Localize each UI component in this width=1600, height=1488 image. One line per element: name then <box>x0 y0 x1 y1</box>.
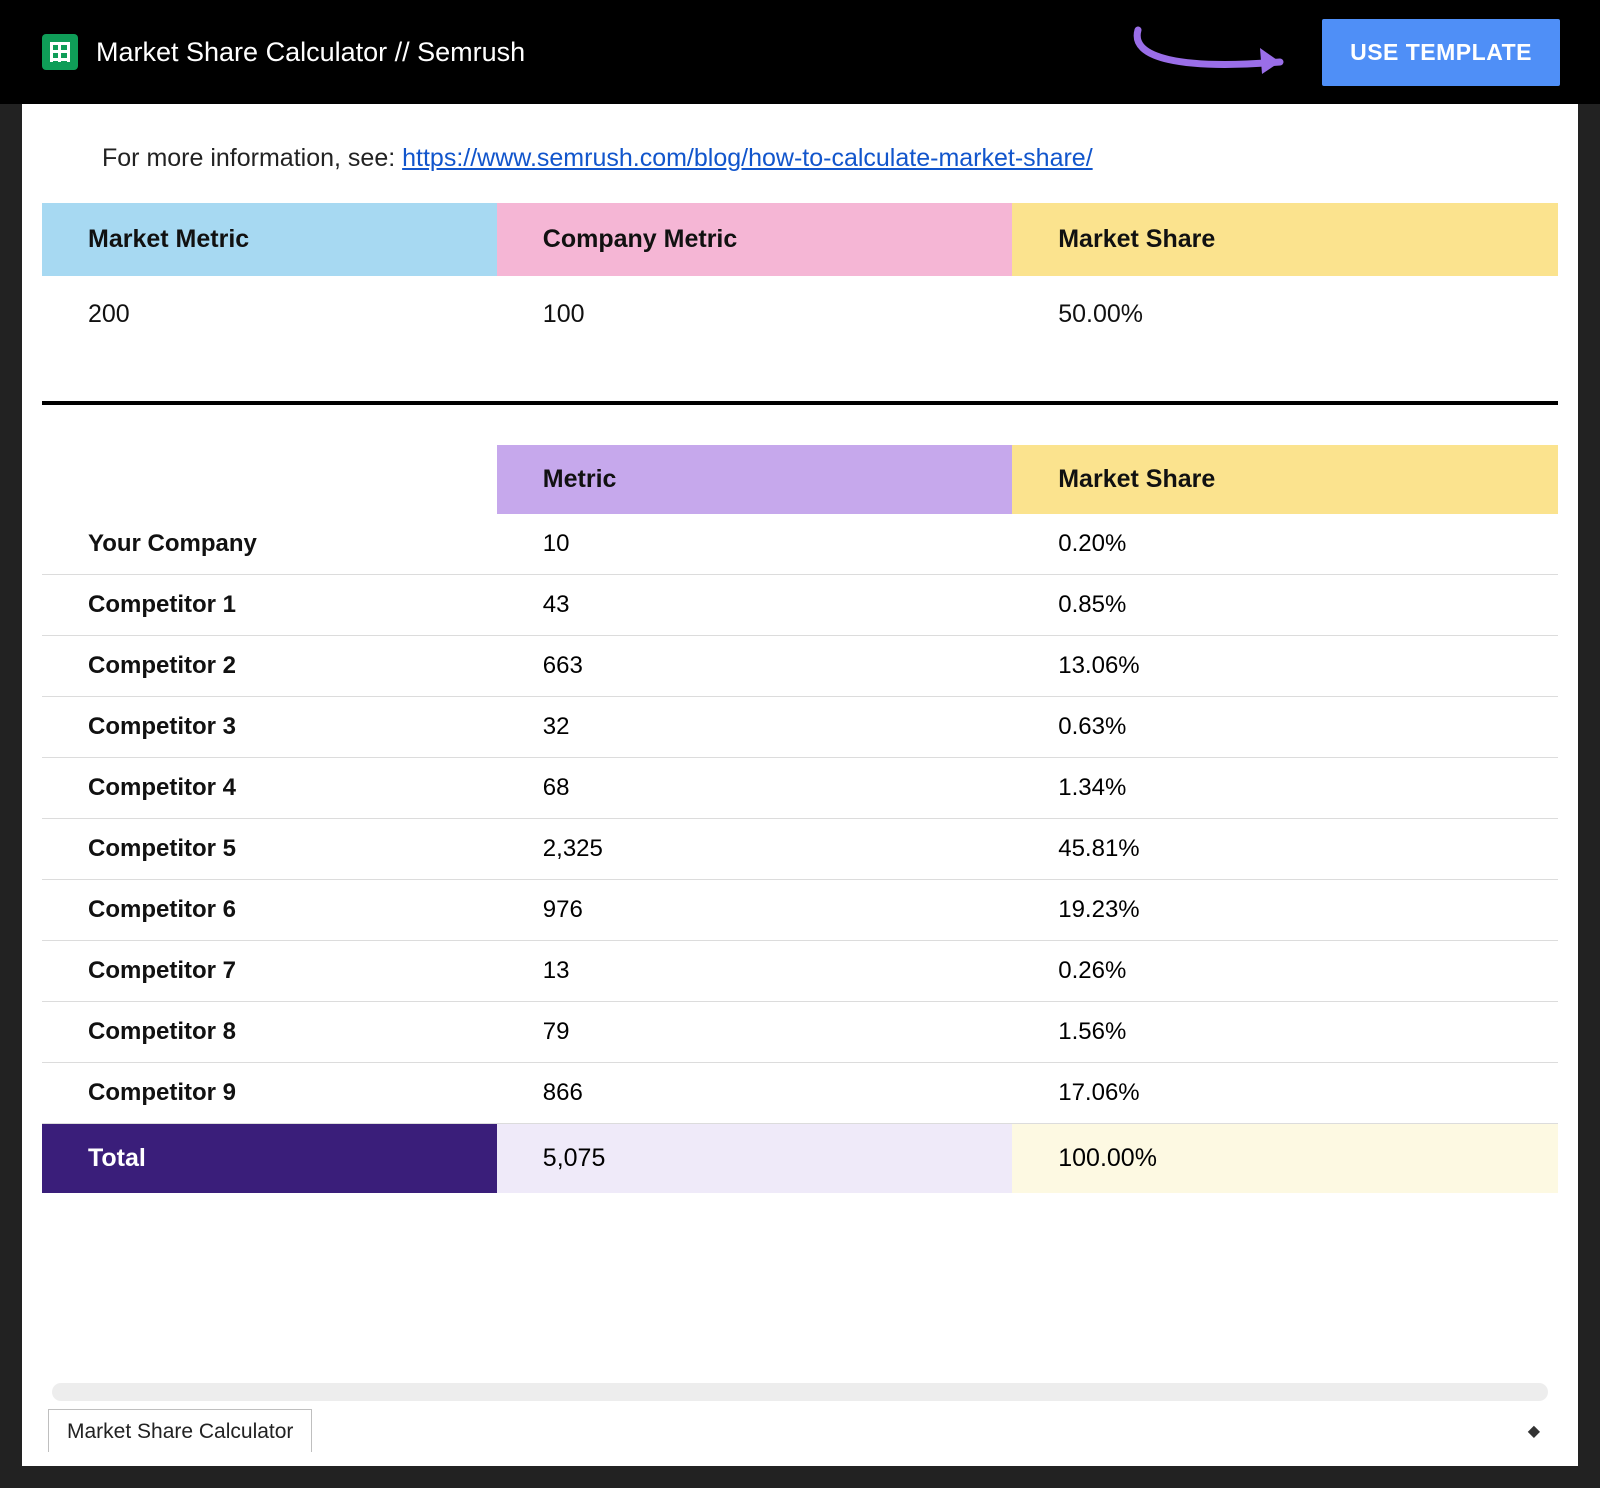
comp-header-row: Metric Market Share <box>42 445 1558 514</box>
bottom-bar: Market Share Calculator ◆ <box>42 1409 1558 1458</box>
row-metric[interactable]: 10 <box>497 514 1012 575</box>
cell-share[interactable]: 50.00% <box>1012 276 1558 353</box>
col-blank <box>42 445 497 514</box>
row-label[interactable]: Competitor 4 <box>42 758 497 819</box>
total-label: Total <box>42 1124 497 1194</box>
spreadsheet-body: For more information, see: https://www.s… <box>22 104 1578 1466</box>
row-label[interactable]: Competitor 8 <box>42 1002 497 1063</box>
page-wrap: For more information, see: https://www.s… <box>0 104 1600 1488</box>
table-row: Competitor 4681.34% <box>42 758 1558 819</box>
info-line: For more information, see: https://www.s… <box>42 144 1558 203</box>
row-metric[interactable]: 2,325 <box>497 819 1012 880</box>
row-label[interactable]: Competitor 7 <box>42 941 497 1002</box>
row-metric[interactable]: 976 <box>497 880 1012 941</box>
table-row: Competitor 986617.06% <box>42 1063 1558 1124</box>
separator <box>42 353 1558 403</box>
cell-market[interactable]: 200 <box>42 276 497 353</box>
total-share: 100.00% <box>1012 1124 1558 1194</box>
summary-table: Market Metric Company Metric Market Shar… <box>42 203 1558 405</box>
row-label[interactable]: Your Company <box>42 514 497 575</box>
arrow-annotation-icon <box>1120 18 1310 90</box>
table-row: Competitor 7130.26% <box>42 941 1558 1002</box>
row-metric[interactable]: 43 <box>497 575 1012 636</box>
table-row: Competitor 266313.06% <box>42 636 1558 697</box>
summary-header-row: Market Metric Company Metric Market Shar… <box>42 203 1558 276</box>
row-metric[interactable]: 866 <box>497 1063 1012 1124</box>
topbar-left: Market Share Calculator // Semrush <box>42 34 525 70</box>
row-share[interactable]: 0.20% <box>1012 514 1558 575</box>
row-share[interactable]: 0.63% <box>1012 697 1558 758</box>
table-row: Your Company100.20% <box>42 514 1558 575</box>
competitor-table: Metric Market Share Your Company100.20%C… <box>42 445 1558 1193</box>
total-metric: 5,075 <box>497 1124 1012 1194</box>
info-prefix: For more information, see: <box>102 144 402 172</box>
table-row: Competitor 52,32545.81% <box>42 819 1558 880</box>
document-title: Market Share Calculator // Semrush <box>96 37 525 68</box>
row-share[interactable]: 13.06% <box>1012 636 1558 697</box>
row-label[interactable]: Competitor 6 <box>42 880 497 941</box>
row-share[interactable]: 0.26% <box>1012 941 1558 1002</box>
sheet-tab[interactable]: Market Share Calculator <box>48 1409 312 1452</box>
table-row: Competitor 3320.63% <box>42 697 1558 758</box>
row-share[interactable]: 0.85% <box>1012 575 1558 636</box>
topbar: Market Share Calculator // Semrush USE T… <box>0 0 1600 104</box>
row-share[interactable]: 17.06% <box>1012 1063 1558 1124</box>
col-market-share: Market Share <box>1012 445 1558 514</box>
row-share[interactable]: 45.81% <box>1012 819 1558 880</box>
row-label[interactable]: Competitor 5 <box>42 819 497 880</box>
use-template-button[interactable]: USE TEMPLATE <box>1322 19 1560 86</box>
row-label[interactable]: Competitor 9 <box>42 1063 497 1124</box>
row-metric[interactable]: 68 <box>497 758 1012 819</box>
row-metric[interactable]: 32 <box>497 697 1012 758</box>
col-market-share: Market Share <box>1012 203 1558 276</box>
tab-list-icon[interactable]: ◆ <box>1528 1421 1540 1441</box>
row-metric[interactable]: 13 <box>497 941 1012 1002</box>
col-metric: Metric <box>497 445 1012 514</box>
info-link[interactable]: https://www.semrush.com/blog/how-to-calc… <box>402 144 1093 172</box>
row-metric[interactable]: 663 <box>497 636 1012 697</box>
row-share[interactable]: 1.56% <box>1012 1002 1558 1063</box>
row-label[interactable]: Competitor 1 <box>42 575 497 636</box>
table-row: Competitor 697619.23% <box>42 880 1558 941</box>
spacer <box>42 405 1558 445</box>
col-company-metric: Company Metric <box>497 203 1012 276</box>
table-row: Competitor 1430.85% <box>42 575 1558 636</box>
row-metric[interactable]: 79 <box>497 1002 1012 1063</box>
total-row: Total5,075100.00% <box>42 1124 1558 1194</box>
col-market-metric: Market Metric <box>42 203 497 276</box>
cell-company[interactable]: 100 <box>497 276 1012 353</box>
summary-data-row: 200 100 50.00% <box>42 276 1558 353</box>
row-share[interactable]: 19.23% <box>1012 880 1558 941</box>
table-row: Competitor 8791.56% <box>42 1002 1558 1063</box>
row-share[interactable]: 1.34% <box>1012 758 1558 819</box>
row-label[interactable]: Competitor 2 <box>42 636 497 697</box>
horizontal-scrollbar[interactable] <box>52 1383 1548 1401</box>
google-sheets-icon <box>42 34 78 70</box>
row-label[interactable]: Competitor 3 <box>42 697 497 758</box>
bottom-area: Market Share Calculator ◆ <box>42 1383 1558 1466</box>
